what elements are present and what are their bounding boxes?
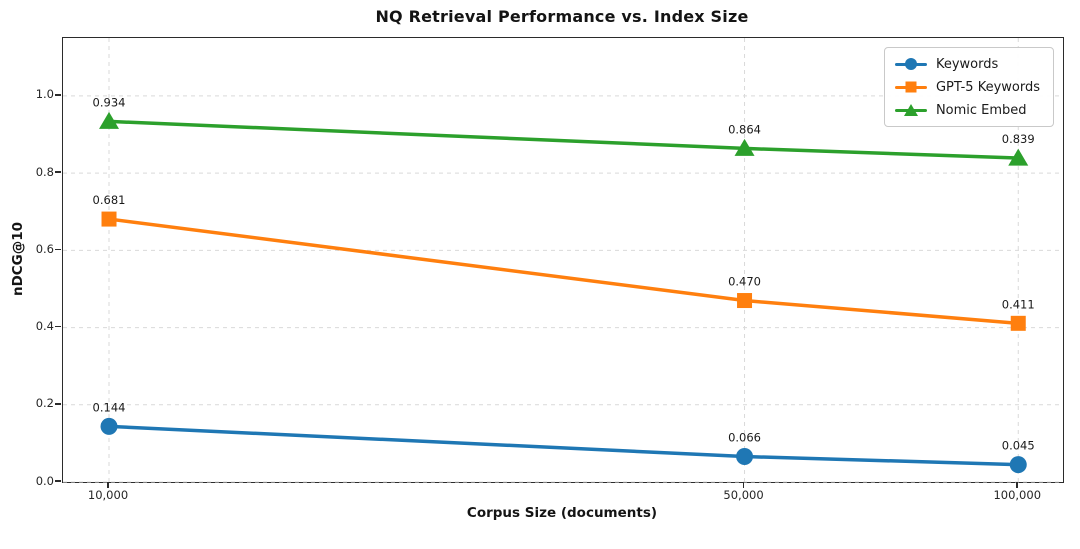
series-line-keywords bbox=[107, 424, 1020, 467]
y-tick-label: 0.2 bbox=[35, 396, 54, 411]
x-tick-label: 100,000 bbox=[993, 488, 1042, 502]
circle-marker-icon bbox=[894, 56, 927, 72]
data-point-marker bbox=[1008, 148, 1029, 166]
y-tick-mark bbox=[55, 325, 61, 328]
data-point-label: 0.144 bbox=[93, 400, 126, 414]
series-line-nomic-embed bbox=[107, 119, 1020, 160]
y-tick-mark bbox=[55, 94, 61, 96]
data-point-label: 0.470 bbox=[728, 275, 761, 289]
y-tick-mark bbox=[55, 248, 61, 251]
chart-title: NQ Retrieval Performance vs. Index Size bbox=[375, 7, 749, 26]
data-point-label: 0.411 bbox=[1002, 297, 1035, 311]
x-tick-label: 10,000 bbox=[87, 488, 129, 502]
legend-label: GPT-5 Keywords bbox=[935, 79, 1040, 95]
y-tick-label: 0.0 bbox=[35, 473, 54, 488]
data-point-label: 0.066 bbox=[728, 431, 761, 445]
legend: Keywords GPT-5 Keywords Nomic Embed bbox=[883, 47, 1054, 127]
data-point-marker bbox=[1009, 456, 1027, 474]
x-axis-label: Corpus Size (documents) bbox=[466, 505, 658, 521]
y-tick-label: 0.6 bbox=[35, 241, 54, 256]
x-tick-mark bbox=[742, 482, 745, 488]
x-tick-label: 50,000 bbox=[723, 488, 764, 502]
data-point-marker bbox=[736, 448, 754, 466]
x-tick-mark bbox=[1016, 482, 1018, 488]
plot-canvas: 0.144 0.066 0.045 0.681 0.470 0.411 0.934 0.864… bbox=[63, 38, 1063, 483]
y-tick-mark bbox=[55, 480, 61, 482]
y-tick-label: 0.8 bbox=[35, 164, 54, 179]
y-tick-label: 0.4 bbox=[35, 319, 54, 334]
square-marker-icon bbox=[894, 79, 927, 95]
data-point-label: 0.681 bbox=[93, 193, 126, 207]
legend-item-keywords: Keywords bbox=[894, 56, 1040, 72]
legend-label: Keywords bbox=[935, 56, 999, 72]
y-tick-mark bbox=[55, 403, 61, 405]
legend-label: Nomic Embed bbox=[935, 102, 1027, 118]
x-tick-mark bbox=[107, 482, 109, 488]
triangle-marker-icon bbox=[894, 102, 927, 118]
plot-area: 0.144 0.066 0.045 0.681 0.470 0.411 0.934 0.864… bbox=[62, 37, 1064, 483]
data-point-label: 0.864 bbox=[728, 122, 761, 136]
y-tick-label: 1.0 bbox=[35, 87, 54, 102]
series-line-gpt-5-keywords bbox=[107, 217, 1020, 326]
y-tick-mark bbox=[55, 171, 61, 173]
data-point-marker bbox=[1010, 315, 1026, 331]
data-point-marker bbox=[99, 111, 120, 129]
data-point-marker bbox=[101, 211, 117, 227]
data-point-marker bbox=[737, 293, 753, 309]
y-axis-label: nDCG@10 bbox=[10, 221, 26, 297]
data-point-label: 0.839 bbox=[1002, 132, 1035, 146]
data-point-marker bbox=[100, 417, 118, 435]
data-point-label: 0.934 bbox=[93, 95, 126, 109]
data-point-label: 0.045 bbox=[1002, 439, 1035, 453]
legend-item-nomic-embed: Nomic Embed bbox=[894, 102, 1040, 118]
data-point-marker bbox=[734, 138, 755, 156]
legend-item-gpt-5-keywords: GPT-5 Keywords bbox=[894, 79, 1040, 95]
